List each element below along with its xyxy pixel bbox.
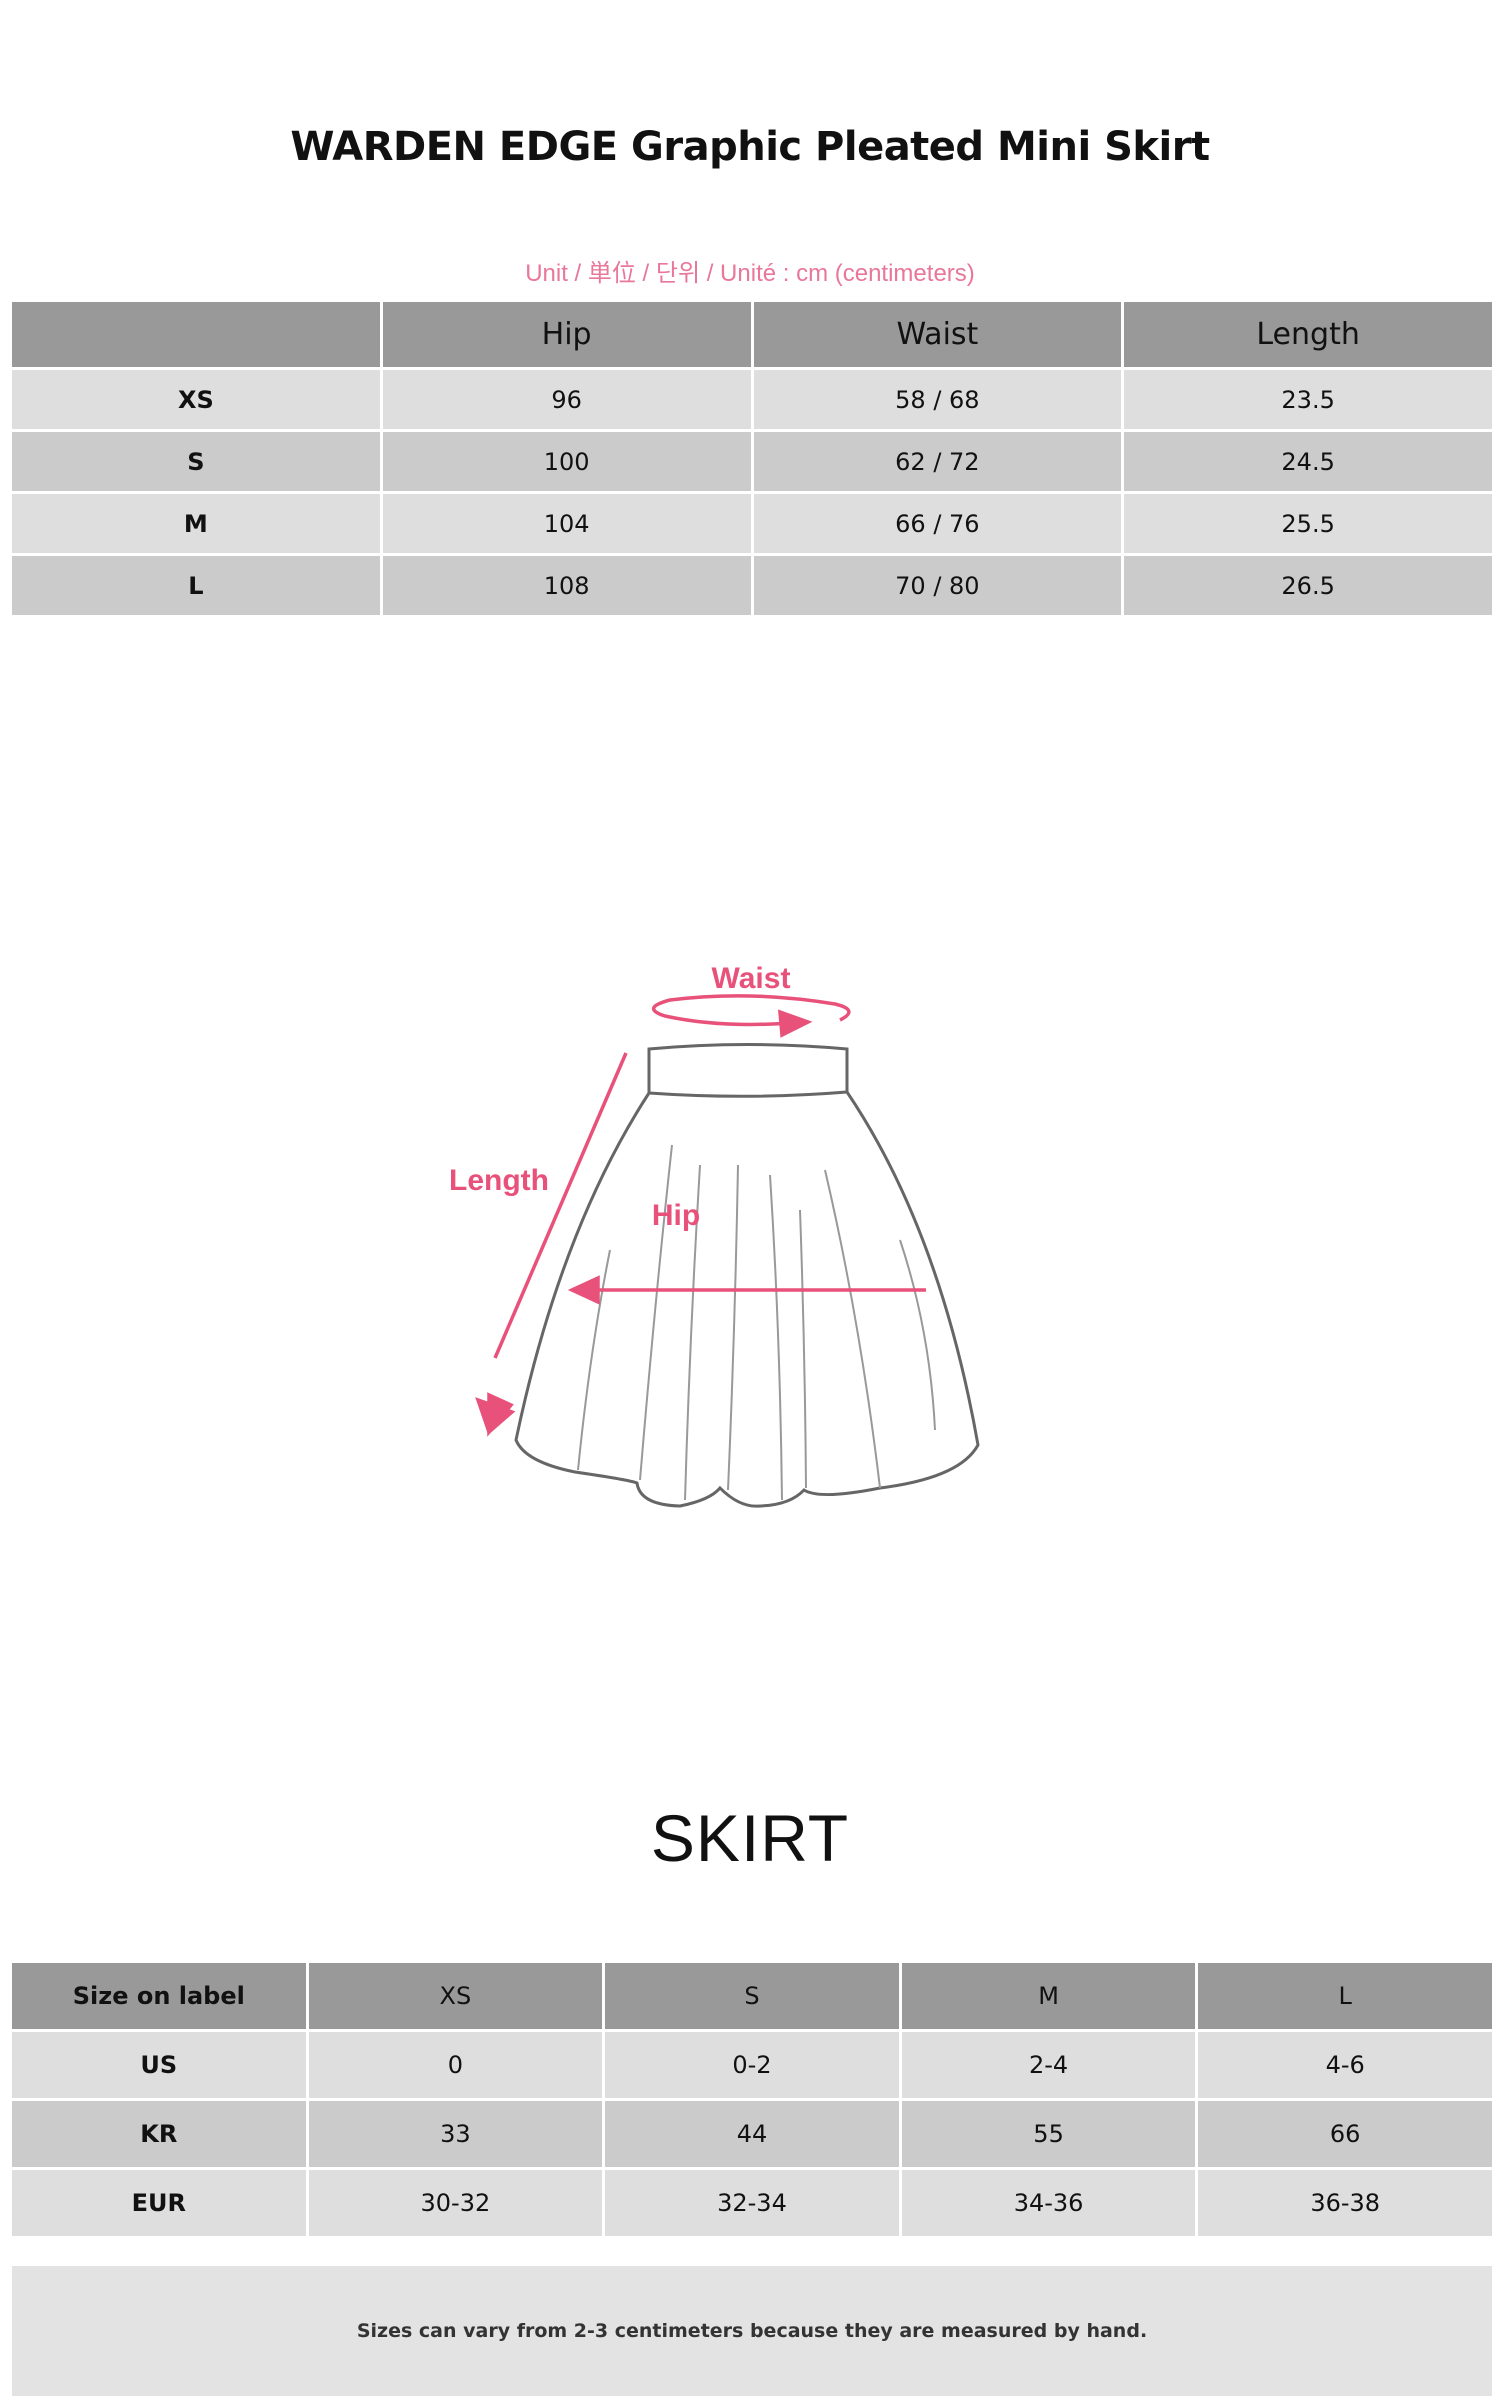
size-cell: 34-36	[901, 2170, 1196, 2236]
table-header-row: Hip Waist Length	[12, 302, 1492, 367]
size-cell: 30-32	[308, 2170, 603, 2236]
size-cell: 66	[1198, 2101, 1492, 2167]
header-cell	[12, 302, 380, 367]
waist-cell: 58 / 68	[753, 370, 1122, 429]
length-cell: 23.5	[1124, 370, 1492, 429]
header-cell: M	[901, 1963, 1196, 2029]
header-cell: Hip	[382, 302, 751, 367]
size-cell: 55	[901, 2101, 1196, 2167]
measurement-table: Hip Waist Length XS 96 58 / 68 23.5 S 10…	[9, 299, 1495, 618]
size-cell: M	[12, 494, 380, 553]
table-header-row: Size on label XS S M L	[12, 1963, 1492, 2029]
length-arrow	[475, 1052, 628, 1437]
conversion-heading: SKIRT	[650, 1801, 850, 1875]
length-label: Length	[449, 1164, 549, 1197]
size-cell: 32-34	[605, 2170, 899, 2236]
header-cell: L	[1198, 1963, 1492, 2029]
waist-cell: 62 / 72	[753, 432, 1122, 491]
table-row: XS 96 58 / 68 23.5	[12, 370, 1492, 429]
footnote-text: Sizes can vary from 2-3 centimeters beca…	[356, 2320, 1148, 2342]
hip-cell: 96	[382, 370, 751, 429]
size-cell: XS	[12, 370, 380, 429]
header-cell: S	[605, 1963, 899, 2029]
page-title: WARDEN EDGE Graphic Pleated Mini Skirt	[290, 124, 1210, 170]
hip-cell: 104	[382, 494, 751, 553]
size-cell: L	[12, 556, 380, 615]
region-cell: KR	[12, 2101, 306, 2167]
table-row: KR 33 44 55 66	[12, 2101, 1492, 2167]
size-cell: 44	[605, 2101, 899, 2167]
length-cell: 25.5	[1124, 494, 1492, 553]
header-cell: Size on label	[12, 1963, 306, 2029]
size-cell: 4-6	[1198, 2032, 1492, 2098]
hip-cell: 100	[382, 432, 751, 491]
size-conversion-table: Size on label XS S M L US 0 0-2 2-4 4-6 …	[9, 1960, 1495, 2239]
header-cell: Length	[1124, 302, 1492, 367]
skirt-measurement-diagram: Waist Length Hip	[449, 962, 980, 1508]
measurement-footnote: Sizes can vary from 2-3 centimeters beca…	[12, 2266, 1492, 2396]
size-cell: 0	[308, 2032, 603, 2098]
header-cell: Waist	[753, 302, 1122, 367]
size-cell: 2-4	[901, 2032, 1196, 2098]
hip-label: Hip	[652, 1199, 700, 1232]
skirt-outline	[514, 1043, 980, 1508]
waist-cell: 70 / 80	[753, 556, 1122, 615]
table-row: US 0 0-2 2-4 4-6	[12, 2032, 1492, 2098]
table-row: M 104 66 / 76 25.5	[12, 494, 1492, 553]
table-row: S 100 62 / 72 24.5	[12, 432, 1492, 491]
length-cell: 26.5	[1124, 556, 1492, 615]
size-cell: S	[12, 432, 380, 491]
header-cell: XS	[308, 1963, 603, 2029]
region-cell: EUR	[12, 2170, 306, 2236]
length-cell: 24.5	[1124, 432, 1492, 491]
table-row: L 108 70 / 80 26.5	[12, 556, 1492, 615]
unit-note: Unit / 単位 / 단위 / Unité : cm (centimeters…	[525, 260, 975, 287]
size-cell: 33	[308, 2101, 603, 2167]
size-cell: 0-2	[605, 2032, 899, 2098]
waist-arrow	[652, 994, 851, 1038]
region-cell: US	[12, 2032, 306, 2098]
size-cell: 36-38	[1198, 2170, 1492, 2236]
hip-cell: 108	[382, 556, 751, 615]
hip-arrow	[567, 1275, 926, 1305]
waist-label: Waist	[712, 962, 791, 995]
waist-cell: 66 / 76	[753, 494, 1122, 553]
table-row: EUR 30-32 32-34 34-36 36-38	[12, 2170, 1492, 2236]
